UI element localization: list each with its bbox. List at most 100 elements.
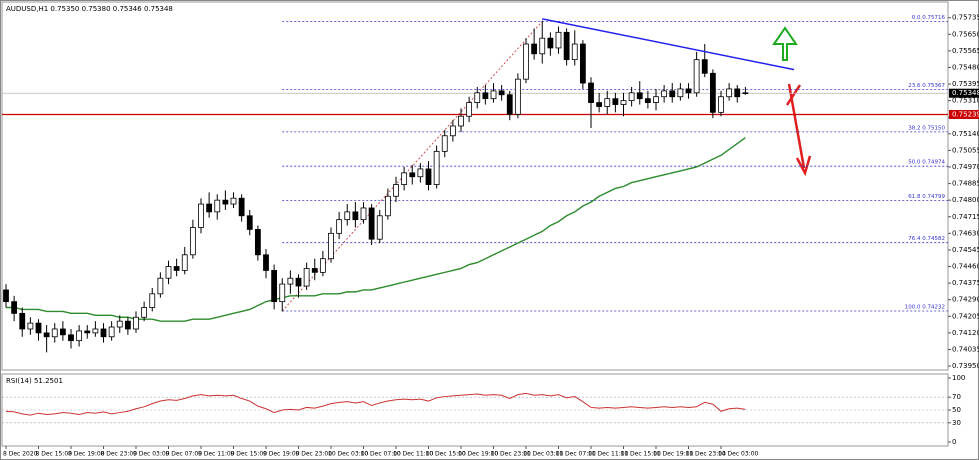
candle-body (68, 334, 74, 342)
candle-body (449, 125, 456, 137)
x-tick-label: 10 Dec 23:00 (491, 451, 532, 458)
candle-body (693, 59, 700, 94)
y-tick-label: 0.74800 (952, 196, 979, 204)
candle-body (571, 43, 578, 61)
y-tick-label: 0.75565 (952, 47, 979, 55)
candle-body (588, 82, 594, 103)
rsi-tick-label: 50 (952, 406, 961, 414)
rsi-line (5, 392, 746, 416)
x-tick-label: 8 Dec 2020 (3, 451, 38, 458)
x-tick-label: 11 Dec 15:00 (621, 451, 662, 458)
candle-body (636, 92, 643, 100)
candle-body (669, 90, 676, 98)
candle-body (206, 203, 213, 213)
candle-body (425, 168, 432, 185)
x-tick-label: 9 Dec 07:00 (166, 451, 203, 458)
y-tick-label: 0.74970 (952, 163, 979, 171)
fib-label: 23.6 0.75367 (908, 83, 945, 89)
candle-body (620, 100, 627, 105)
candle-body (19, 312, 26, 330)
candle-body (311, 268, 318, 273)
y-tick-label: 0.74120 (952, 329, 979, 337)
trendline (542, 18, 795, 71)
candle-body (718, 96, 724, 113)
candle-body (612, 98, 619, 105)
x-tick-label: 14 Dec 03:00 (718, 451, 759, 458)
candle-body (653, 96, 659, 103)
candle-body (441, 135, 448, 152)
candle-body (222, 199, 229, 205)
x-tick-label: 10 Dec 03:00 (328, 451, 369, 458)
candle-body (384, 195, 391, 217)
candle-body (43, 332, 50, 338)
down-arrow (787, 83, 806, 169)
candle-body (287, 277, 294, 285)
red-stroke (785, 84, 802, 106)
candle-body (238, 197, 245, 217)
candle-body (506, 94, 513, 115)
candle-body (27, 322, 34, 330)
price-pane (1, 1, 949, 371)
candle-body (263, 254, 269, 271)
candle-body (344, 211, 351, 221)
candle-body (279, 283, 286, 303)
candle-body (661, 90, 668, 98)
y-tick-label: 0.74715 (952, 213, 979, 221)
y-tick-label: 0.73950 (952, 362, 979, 370)
current-price-box (949, 88, 979, 98)
fib-label: 38.2 0.75150 (908, 125, 945, 131)
candle-body (596, 102, 603, 107)
candle-body (328, 232, 334, 260)
candle-body (547, 37, 554, 49)
chart-title: AUDUSD,H1 0.75350 0.75380 0.75346 0.7534… (6, 5, 173, 13)
x-tick-label: 11 Dec 11:00 (588, 451, 629, 458)
x-tick-label: 10 Dec 19:00 (458, 451, 499, 458)
candle-body (100, 328, 107, 338)
fib-label: 76.4 0.74582 (908, 236, 945, 242)
y-tick-label: 0.74035 (952, 345, 979, 353)
up-arrow (772, 26, 798, 61)
candle-body (644, 98, 651, 103)
x-tick-label: 9 Dec 15:00 (231, 451, 268, 458)
candle-body (360, 207, 367, 221)
candle-body (433, 150, 440, 185)
x-tick-label: 9 Dec 11:00 (198, 451, 235, 458)
candle-body (133, 316, 139, 330)
candle-body (352, 211, 359, 221)
x-tick-label: 8 Dec 15:00 (36, 451, 73, 458)
candle-body (709, 72, 716, 113)
candle-body (579, 43, 586, 84)
candle-body (458, 115, 464, 127)
current-price-label: 0.75348 (952, 89, 979, 97)
candle-body (523, 43, 529, 80)
candle-body (531, 43, 538, 55)
candle-body (35, 322, 42, 334)
candle-body (701, 59, 708, 74)
candle-body (189, 227, 196, 256)
candle-body (198, 203, 204, 228)
candle-body (336, 219, 343, 234)
candle-body (563, 31, 570, 61)
candle-body (401, 172, 408, 185)
candle-body (92, 328, 99, 334)
candle-body (246, 215, 253, 230)
candle-body (141, 307, 148, 318)
candle-body (734, 88, 741, 98)
y-tick-label: 0.74205 (952, 312, 979, 320)
rsi-title: RSI(14) 51.2501 (6, 377, 63, 385)
x-tick-label: 9 Dec 03:00 (133, 451, 170, 458)
fib-label: 61.8 0.74799 (908, 194, 945, 200)
candle-body (11, 301, 18, 314)
rsi-tick-label: 30 (952, 419, 961, 427)
y-tick-label: 0.74375 (952, 279, 979, 287)
y-tick-label: 0.75395 (952, 80, 979, 88)
y-tick-label: 0.75140 (952, 130, 979, 138)
candle-body (254, 229, 261, 256)
x-tick-label: 10 Dec 11:00 (393, 451, 434, 458)
candle-body (295, 277, 302, 287)
moving-average (6, 137, 746, 322)
candle-body (149, 293, 156, 308)
candle-body (555, 31, 562, 49)
